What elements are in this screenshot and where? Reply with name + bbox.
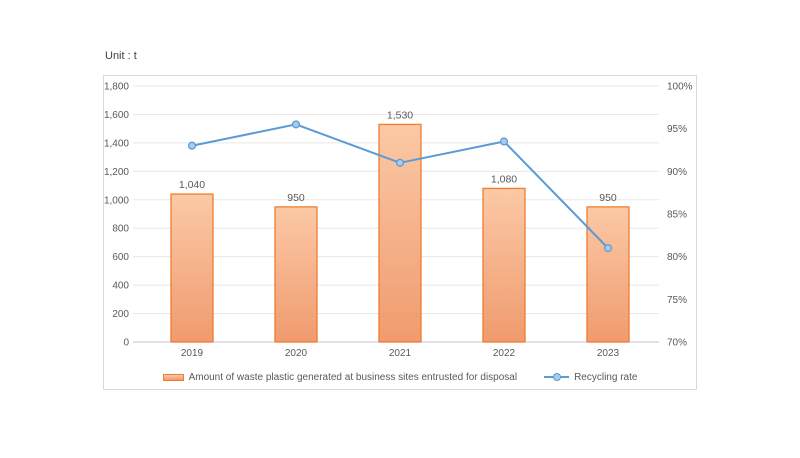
bar-2023 (586, 206, 630, 343)
right-axis-tick-label: 95% (667, 124, 687, 135)
left-axis-tick-label: 400 (112, 281, 129, 292)
right-axis-tick-label: 75% (667, 295, 687, 306)
combo-chart: 0 200 400 600 800 1,000 1,200 1,400 1,600 1,800 70… (104, 82, 693, 360)
left-axis-tick-label: 1,000 (104, 195, 129, 206)
legend-item-waste-plastic: Amount of waste plastic generated at bus… (162, 371, 518, 383)
x-axis-tick-label: 2022 (493, 348, 516, 359)
chart-legend: Amount of waste plastic generated at bus… (104, 369, 696, 385)
bar-2020 (274, 206, 318, 343)
right-axis-tick-label: 80% (667, 252, 687, 263)
recycling-rate-marker-2021 (395, 158, 405, 167)
recycling-rate-marker-2019 (187, 141, 197, 150)
x-axis-tick-label: 2023 (597, 348, 620, 359)
bar-2022 (482, 187, 526, 343)
left-axis-tick-label: 800 (112, 224, 129, 235)
left-axis-tick-label: 200 (112, 309, 129, 320)
x-axis-tick-label: 2019 (181, 348, 204, 359)
left-axis-tick-label: 1,400 (104, 138, 129, 149)
left-axis-tick-label: 1,200 (104, 167, 129, 178)
bar-series-swatch-icon (162, 373, 184, 381)
recycling-rate-marker-2022 (499, 137, 509, 146)
x-axis-tick-label: 2020 (285, 348, 308, 359)
line-series-swatch-icon (544, 372, 570, 382)
bar-value-label: 950 (599, 192, 617, 204)
left-axis-tick-label: 1,600 (104, 110, 129, 121)
bar-2019 (170, 193, 214, 343)
bar-value-label: 1,040 (179, 179, 205, 191)
bar-value-label: 950 (287, 192, 305, 204)
right-axis-tick-label: 85% (667, 210, 687, 221)
right-axis-tick-label: 90% (667, 167, 687, 178)
recycling-rate-marker-2023 (603, 244, 613, 253)
x-axis-tick-label: 2021 (389, 348, 412, 359)
legend-label-waste-plastic: Amount of waste plastic generated at bus… (188, 371, 518, 383)
bar-value-label: 1,080 (491, 173, 517, 185)
right-axis-tick-label: 70% (667, 338, 687, 349)
left-axis-tick-label: 600 (112, 252, 129, 263)
right-axis-tick-label: 100% (667, 82, 693, 93)
recycling-rate-marker-2020 (291, 120, 301, 129)
legend-item-recycling-rate: Recycling rate (544, 372, 637, 383)
left-axis-tick-label: 0 (123, 338, 129, 349)
unit-label: Unit : t (105, 50, 137, 62)
chart-frame: 0 200 400 600 800 1,000 1,200 1,400 1,600 1,800 70… (103, 75, 697, 390)
bar-value-label: 1,530 (387, 109, 413, 121)
left-axis-tick-label: 1,800 (104, 82, 129, 93)
legend-label-recycling-rate: Recycling rate (574, 371, 638, 383)
